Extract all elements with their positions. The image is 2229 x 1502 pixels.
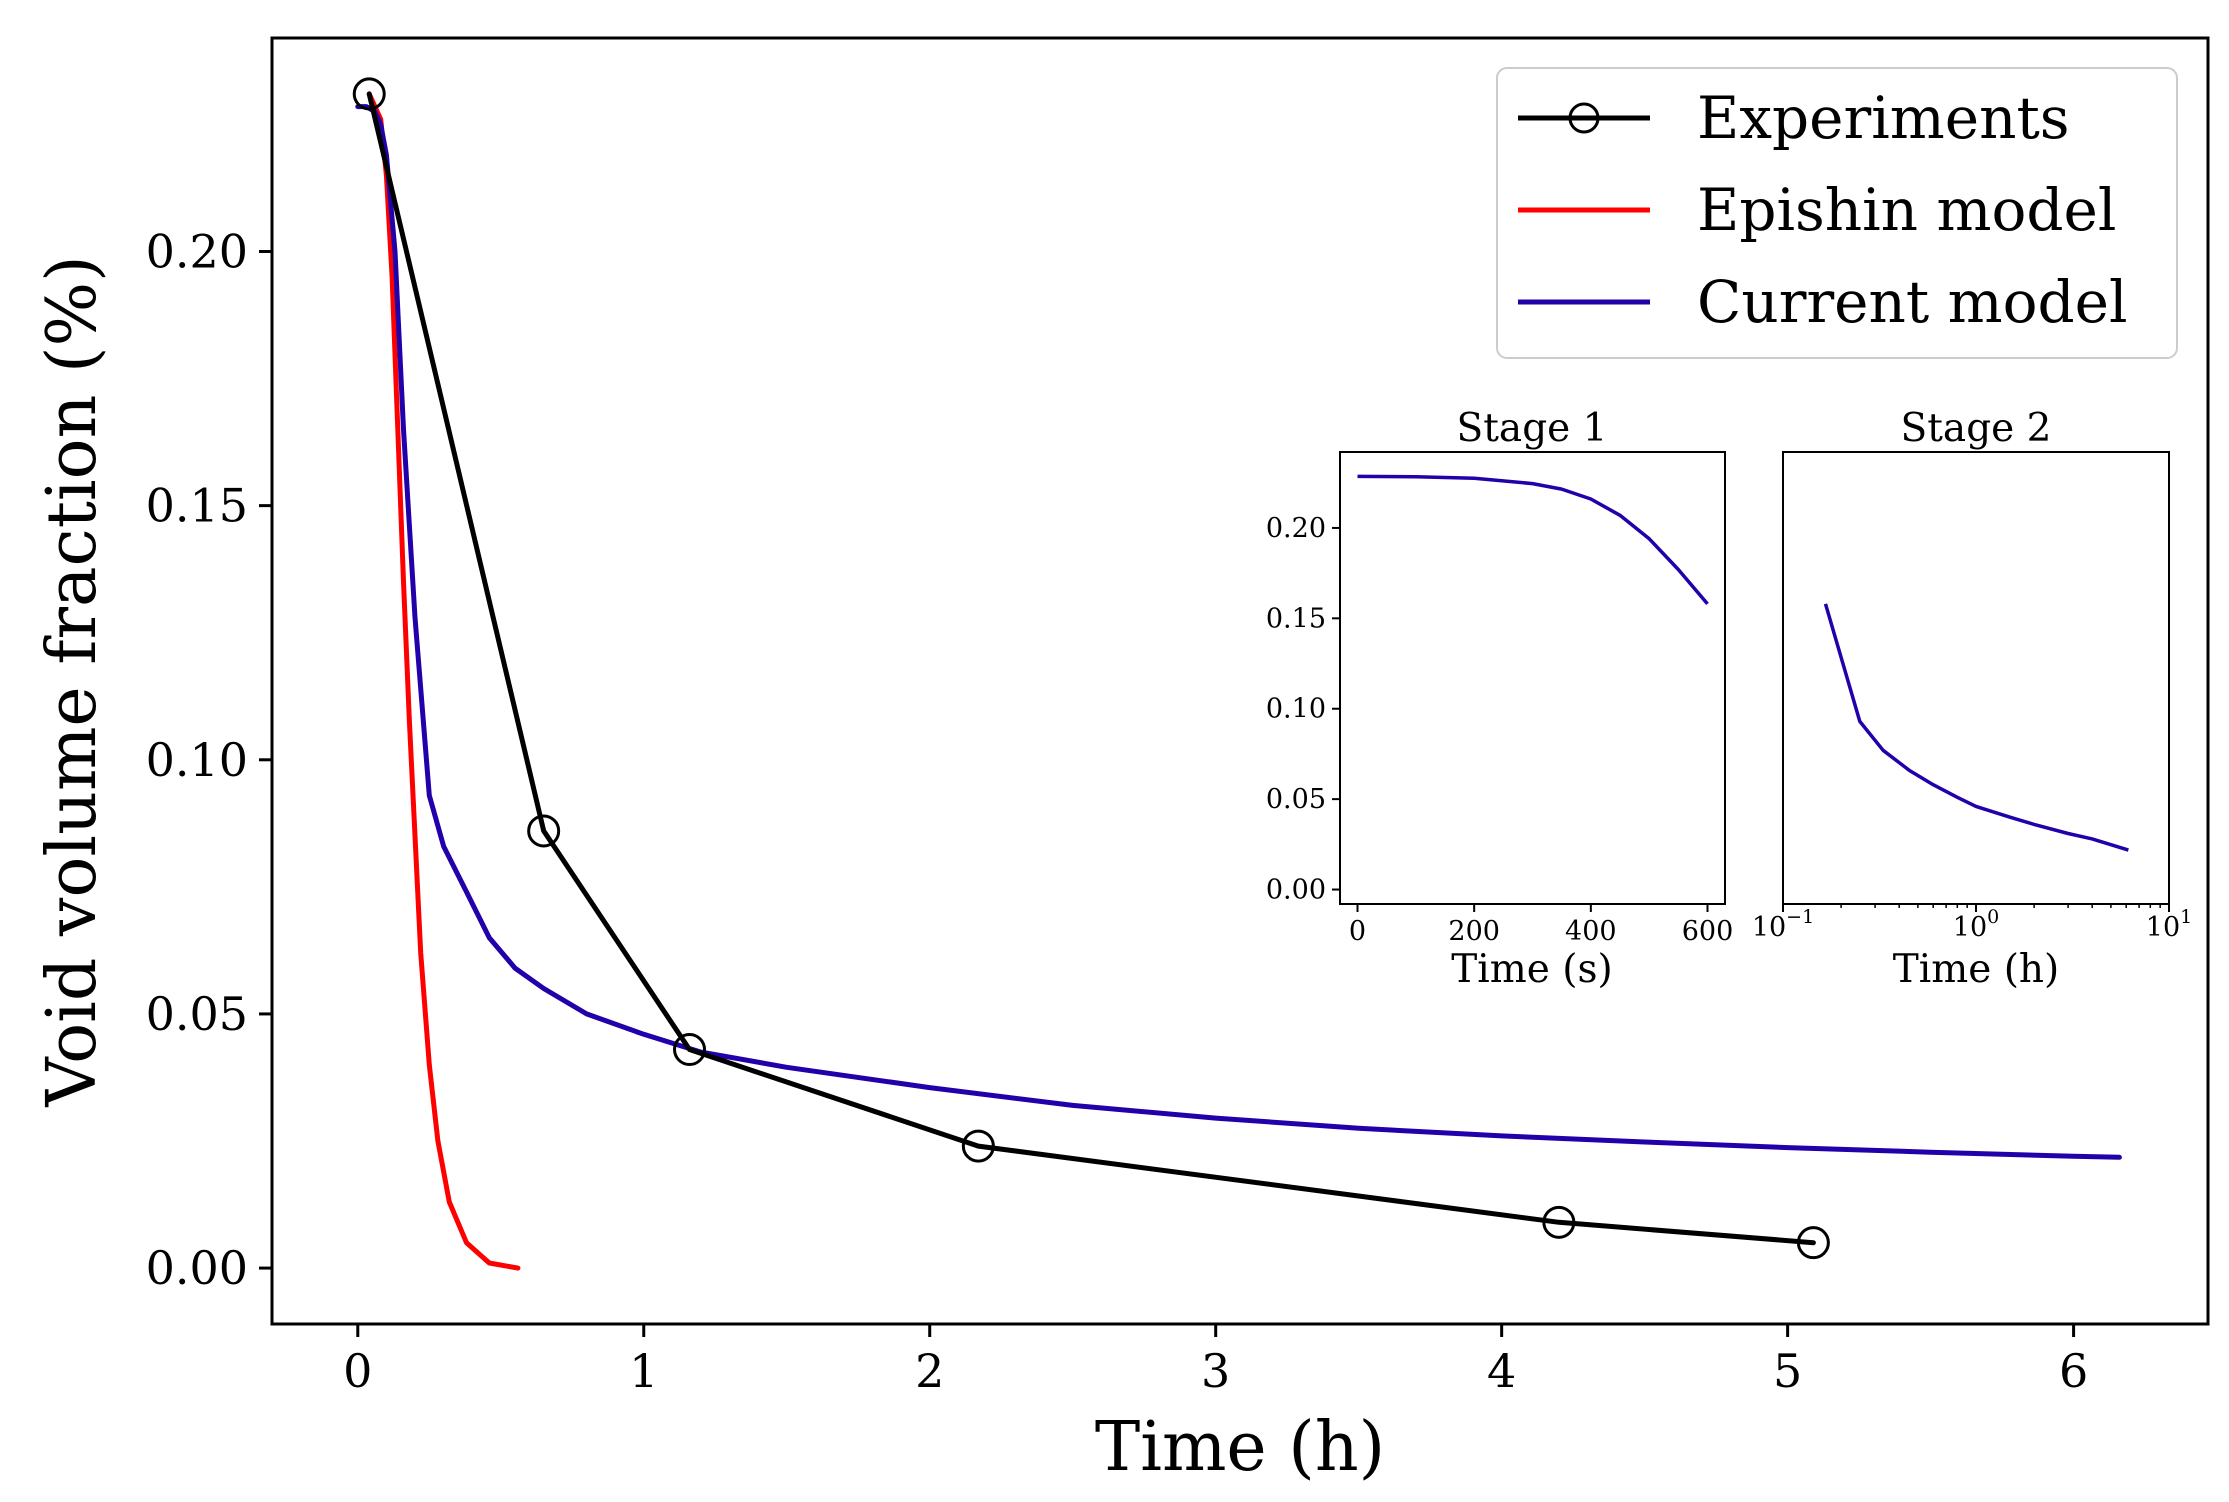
inset-stage-1: 0 200 400 600 0.000.050.100.150.20 Stage 1 … [1266,406,1733,992]
inset-stage-1-frame [1339,451,1726,905]
main-x-axis-title: Time (h) [1095,1408,1385,1487]
main-y-axis-title: Void volume fraction (%) [33,255,112,1107]
inset-stage-1-x-tick-label: 200 [1448,916,1500,947]
inset-stage-1-x-tick-label: 0 [1349,916,1366,947]
inset-stage-2-x-tick-label: 10−1 [1752,906,1814,943]
inset-stage-1-y-tick-label: 0.15 [1266,603,1326,634]
inset-stage-2-series-layer [1823,603,2129,852]
series-line-epishin-model [366,91,521,1271]
inset-stage-2-x-tick-base: 10 [2146,912,2180,943]
inset-stage-1-series-line [1357,474,1709,606]
inset-stage-1-y-tick-label: 0.05 [1266,784,1326,815]
inset-stage-2-background [1783,452,2169,904]
inset-stage-1-y-axis: 0.00 0.05 0.10 0.15 0.20 [1266,513,1340,906]
inset-stage-2-x-tick-label: 100 [1953,906,1999,943]
main-y-tick-label: 0.05 [146,987,248,1041]
inset-stage-1-series-layer [1357,474,1709,606]
main-x-tick-label: 5 [1773,1344,1802,1398]
main-chart: 0 1 2 3 4 5 6 0.00 0.05 0.10 0.15 0.20 Time (h) Vo… [33,36,2210,1487]
inset-stage-2-x-axis-title: Time (h) [1893,947,2060,992]
main-y-tick-label: 0.10 [146,733,248,787]
inset-stage-1-x-tick-label: 400 [1565,916,1617,947]
main-x-tick-label: 3 [1201,1344,1230,1398]
main-x-tick-label: 6 [2059,1344,2088,1398]
legend-label-experiments: Experiments [1697,84,2070,152]
inset-stage-1-x-tick-label: 600 [1682,916,1734,947]
inset-stage-1-background [1340,452,1725,904]
inset-stage-1-y-tick-label: 0.10 [1266,694,1326,725]
inset-stage-2-x-tick-base: 10 [1752,912,1786,943]
data-point-experiments [352,77,386,111]
inset-stage-2-x-tick-exponent: 0 [1987,906,1999,928]
inset-stage-1-x-axis: 0 200 400 600 [1349,904,1733,947]
inset-stage-2-title: Stage 2 [1901,406,2052,451]
legend-box [1496,67,2178,359]
main-x-tick-label: 4 [1487,1344,1516,1398]
main-y-tick-label: 0.15 [146,479,248,533]
data-point-experiments [961,1129,995,1163]
legend-label-epishin-model: Epishin model [1697,176,2116,244]
inset-stage-2-x-tick-base: 10 [1953,912,1987,943]
data-point-experiments [1796,1226,1830,1260]
legend: Experiments Epishin model Current model [1496,67,2178,359]
main-y-tick-label: 0.00 [146,1241,248,1295]
inset-stage-2-series-line [1823,603,2129,852]
main-series-layer [352,77,2122,1271]
inset-stage-2-x-tick-exponent: 1 [2180,906,2192,928]
legend-marker-experiments [1568,102,1600,134]
data-point-experiments [673,1033,707,1067]
inset-stage-2-x-tick-label: 101 [2146,906,2192,943]
series-line-current-model [355,104,2122,1160]
main-plot-frame [270,36,2210,1326]
legend-label-current-model: Current model [1697,268,2128,336]
inset-stage-2-x-tick-exponent: −1 [1786,906,1814,928]
main-x-tick-label: 1 [629,1344,658,1398]
main-x-tick-label: 2 [915,1344,944,1398]
main-y-tick-label: 0.20 [146,224,248,278]
inset-stage-1-x-axis-title: Time (s) [1451,947,1612,992]
series-line-experiments [366,91,1816,1246]
inset-stage-1-y-tick-label: 0.20 [1266,513,1326,544]
inset-stage-1-y-tick-label: 0.00 [1266,875,1326,906]
main-x-axis: 0 1 2 3 4 5 6 [343,1324,2088,1398]
inset-stage-1-title: Stage 1 [1457,406,1608,451]
main-x-tick-label: 0 [343,1344,372,1398]
data-point-experiments [1542,1205,1576,1239]
inset-stage-2: 10−1 100 101 Stage 2 Time (h) [1752,406,2192,992]
main-y-axis: 0.00 0.05 0.10 0.15 0.20 [146,224,272,1295]
inset-stage-2-x-axis: 10−1 100 101 [1752,904,2192,943]
data-point-experiments [527,814,561,848]
